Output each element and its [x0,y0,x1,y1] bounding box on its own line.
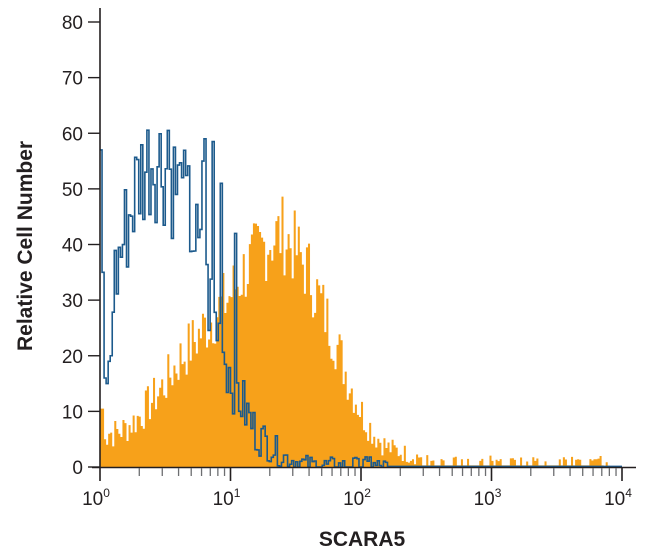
x-tick-label: 100 [82,486,110,510]
y-axis-ticks: 0 10 20 30 40 50 60 70 80 [62,13,100,479]
y-tick-label: 0 [72,458,83,479]
y-tick-label: 20 [62,347,83,368]
y-tick-label: 10 [62,402,83,423]
x-tick-label: 101 [213,486,241,510]
x-tick-label: 102 [343,486,371,510]
y-tick-label: 40 [62,236,83,257]
x-tick-label: 104 [604,486,632,510]
x-tick-label: 103 [474,486,502,510]
stained-histogram-fill [100,196,622,468]
plot-area [100,129,622,468]
y-tick-label: 70 [62,69,83,90]
x-axis-title: SCARA5 [319,528,406,551]
y-tick-label: 80 [62,13,83,34]
x-axis-ticks: 100 101 102 103 104 [82,468,632,510]
y-tick-label: 30 [62,291,83,312]
y-axis-title: Relative Cell Number [14,141,37,351]
y-tick-label: 50 [62,180,83,201]
y-tick-label: 60 [62,124,83,145]
